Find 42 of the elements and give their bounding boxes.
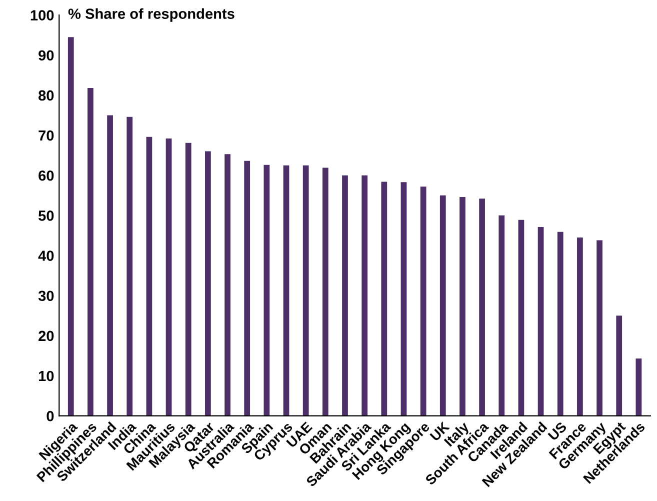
bar <box>322 168 328 416</box>
bar <box>68 37 74 416</box>
y-tick-label: 50 <box>38 210 54 221</box>
bar <box>518 220 524 416</box>
bar <box>538 227 544 416</box>
y-tick-label: 20 <box>38 330 54 342</box>
y-tick-label: 10 <box>38 370 54 382</box>
y-tick-label: 80 <box>38 90 54 101</box>
y-tick-label: 100 <box>30 10 54 20</box>
bar <box>498 215 505 416</box>
bar <box>88 88 94 416</box>
bar <box>362 175 368 416</box>
y-tick-label: 60 <box>38 170 54 181</box>
bar <box>557 232 564 416</box>
bar <box>616 316 622 416</box>
y-tick-label: 90 <box>38 50 54 61</box>
bar <box>577 237 583 416</box>
bar <box>636 358 642 416</box>
bar <box>440 195 446 416</box>
bar <box>224 154 230 416</box>
bar <box>166 138 172 416</box>
bar <box>479 198 485 416</box>
bar <box>400 182 407 416</box>
bar <box>302 165 309 416</box>
bar <box>420 186 426 416</box>
bar <box>204 151 211 416</box>
bar <box>244 160 250 416</box>
bar <box>264 164 270 416</box>
bar <box>381 182 388 416</box>
y-tick-label: 40 <box>38 250 54 261</box>
bar <box>107 115 113 416</box>
bar <box>596 240 602 416</box>
y-tick-label: 0 <box>46 410 54 422</box>
y-axis-title: % Share of respondents <box>68 8 234 22</box>
bar <box>185 142 192 416</box>
y-tick-label: 70 <box>38 130 54 141</box>
bar <box>460 196 466 416</box>
y-tick-label: 30 <box>38 290 54 302</box>
bar <box>126 116 133 416</box>
bar <box>342 175 348 416</box>
bar <box>283 165 290 416</box>
bar <box>146 136 152 416</box>
